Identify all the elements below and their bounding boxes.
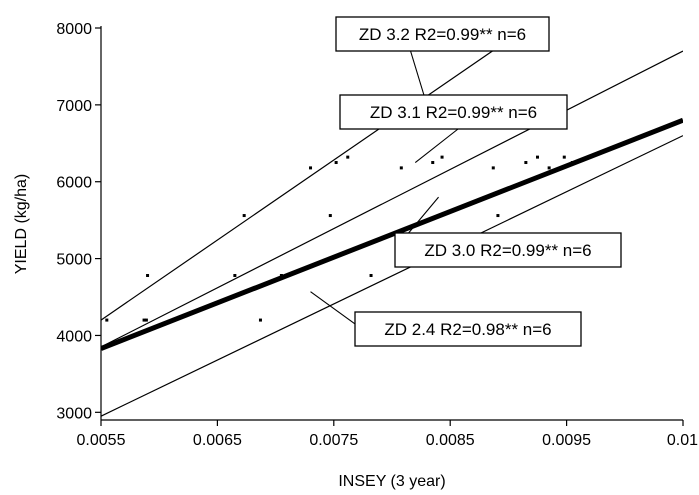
annotation-box: ZD 3.1 R2=0.99** n=6: [339, 94, 568, 130]
x-tick-label: 0.01: [667, 432, 698, 449]
regression-line-3: [101, 117, 683, 351]
annotation-box: ZD 3.2 R2=0.99** n=6: [335, 16, 550, 52]
data-point: [279, 273, 283, 277]
annotation-frame: [339, 94, 568, 130]
annotation-boxes: ZD 3.2 R2=0.99** n=6 ZD 3.1 R2=0.99** n=6…: [335, 16, 622, 347]
data-point: [105, 318, 109, 322]
data-point: [258, 318, 262, 322]
y-tick-label: 3000: [56, 405, 92, 422]
data-point: [431, 161, 435, 165]
y-tick-label: 6000: [56, 175, 92, 192]
annotation-frame: [394, 232, 622, 268]
annotation-leaders: [310, 50, 459, 325]
x-axis-title: INSEY (3 year): [338, 473, 445, 490]
annotation-label: ZD 3.1 R2=0.99** n=6: [370, 103, 537, 122]
data-point: [309, 166, 313, 170]
data-point: [524, 161, 528, 165]
data-point: [491, 166, 495, 170]
data-point: [440, 155, 444, 159]
data-point: [346, 155, 350, 159]
annotation-frame: [354, 311, 582, 347]
data-point: [242, 214, 246, 218]
regression-line-1: [101, 28, 527, 321]
data-point: [144, 318, 148, 322]
data-point: [570, 161, 574, 165]
data-point: [496, 214, 500, 218]
x-tick-label: 0.0065: [193, 432, 242, 449]
data-point: [146, 273, 150, 277]
data-point: [334, 161, 338, 165]
x-tick-label: 0.0075: [309, 432, 358, 449]
annotation-leader: [408, 196, 439, 234]
annotation-frame: [335, 16, 550, 52]
y-axis-title: YIELD (kg/ha): [13, 174, 30, 274]
data-point: [328, 214, 332, 218]
x-tick-label: 0.0055: [77, 432, 126, 449]
data-point: [536, 155, 539, 159]
data-point: [399, 166, 403, 170]
data-point: [369, 273, 373, 277]
data-points: [105, 155, 574, 322]
y-tick-label: 7000: [56, 98, 92, 115]
annotation-box: ZD 3.0 R2=0.99** n=6: [394, 232, 622, 268]
annotation-box: ZD 2.4 R2=0.98** n=6: [354, 311, 582, 347]
annotation-leader: [414, 128, 459, 163]
annotation-label: ZD 2.4 R2=0.98** n=6: [384, 320, 551, 339]
data-point: [233, 273, 237, 277]
data-point: [142, 318, 146, 322]
axes: 3000 4000 5000 6000 7000 8000 0.0055 0.0065 0.00…: [56, 21, 698, 449]
x-tick-label: 0.0085: [426, 432, 475, 449]
annotation-label: ZD 3.2 R2=0.99** n=6: [359, 25, 526, 44]
regression-lines: [101, 28, 683, 417]
data-point: [562, 155, 566, 159]
x-tick-label: 0.0095: [542, 432, 591, 449]
data-point: [547, 166, 551, 170]
y-tick-label: 5000: [56, 252, 92, 269]
annotation-label: ZD 3.0 R2=0.99** n=6: [424, 241, 591, 260]
y-tick-label: 8000: [56, 21, 92, 38]
regression-line-2: [101, 50, 683, 348]
y-tick-label: 4000: [56, 328, 92, 345]
regression-line-4: [101, 135, 683, 417]
annotation-leader: [310, 291, 356, 325]
